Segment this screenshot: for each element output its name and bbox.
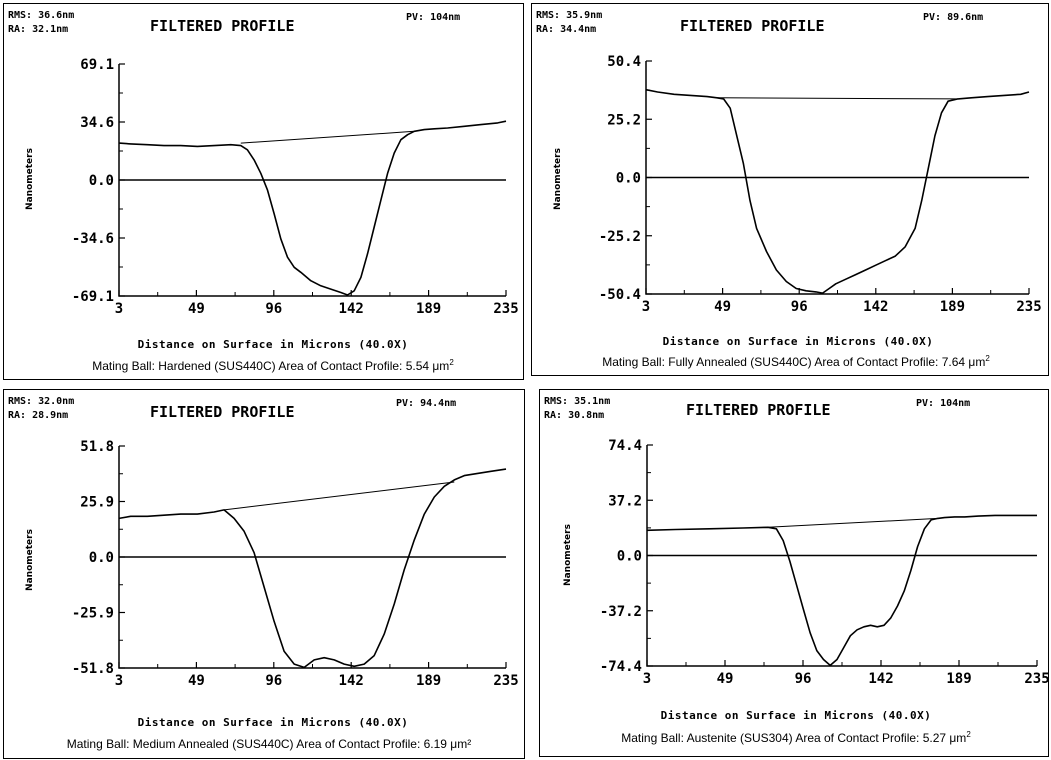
- chart-title: FILTERED PROFILE: [150, 17, 295, 35]
- chart-title: FILTERED PROFILE: [686, 401, 831, 419]
- x-tick-label: 96: [265, 301, 282, 317]
- profile-line: [119, 121, 506, 295]
- x-tick-label: 3: [643, 671, 651, 687]
- profile-panel-3: RMS: 32.0nm RA: 28.9nm FILTERED PROFILE …: [3, 389, 525, 759]
- x-tick-label: 142: [339, 673, 364, 689]
- profile-chart-1: RMS: 36.6nm RA: 32.1nm FILTERED PROFILE …: [4, 4, 525, 381]
- y-axis-label: Nanometers: [25, 529, 35, 591]
- ra-value: RA: 28.9nm: [8, 410, 68, 421]
- caption: Mating Ball: Hardened (SUS440C) Area of …: [92, 358, 454, 373]
- pv-value: PV: 89.6nm: [923, 12, 983, 23]
- y-tick-label: 25.2: [607, 112, 641, 128]
- y-axis-label: Nanometers: [563, 524, 573, 586]
- profile-panel-2: RMS: 35.9nm RA: 34.4nm FILTERED PROFILE …: [531, 3, 1049, 376]
- chart-title: FILTERED PROFILE: [150, 403, 295, 421]
- profile-line: [647, 515, 1037, 665]
- ra-value: RA: 30.8nm: [544, 410, 604, 421]
- x-axis-label: Distance on Surface in Microns (40.0X): [661, 709, 932, 722]
- y-tick-label: -69.1: [72, 289, 114, 305]
- y-tick-label: -74.4: [600, 659, 642, 675]
- y-axis-label: Nanometers: [553, 148, 563, 210]
- x-tick-label: 3: [115, 673, 123, 689]
- y-tick-label: 0.0: [89, 550, 114, 566]
- x-axis-label: Distance on Surface in Microns (40.0X): [138, 716, 409, 729]
- x-tick-label: 49: [717, 671, 734, 687]
- caption: Mating Ball: Austenite (SUS304) Area of …: [621, 730, 971, 745]
- x-axis-label: Distance on Surface in Microns (40.0X): [663, 335, 934, 348]
- caption: Mating Ball: Fully Annealed (SUS440C) Ar…: [602, 354, 990, 369]
- caption: Mating Ball: Medium Annealed (SUS440C) A…: [67, 737, 471, 751]
- y-axis-label: Nanometers: [25, 148, 35, 210]
- ra-value: RA: 34.4nm: [536, 24, 596, 35]
- x-tick-label: 189: [946, 671, 971, 687]
- x-tick-label: 235: [1016, 299, 1041, 315]
- profile-panel-4: RMS: 35.1nm RA: 30.8nm FILTERED PROFILE …: [539, 389, 1049, 757]
- y-tick-label: -50.4: [599, 287, 641, 303]
- y-tick-label: -25.2: [599, 229, 641, 245]
- x-tick-label: 3: [642, 299, 650, 315]
- rms-value: RMS: 35.9nm: [536, 10, 602, 21]
- y-tick-label: 51.8: [80, 439, 114, 455]
- pv-value: PV: 104nm: [406, 12, 460, 23]
- x-tick-label: 189: [416, 673, 441, 689]
- profile-chart-4: RMS: 35.1nm RA: 30.8nm FILTERED PROFILE …: [540, 390, 1050, 758]
- profile-chart-3: RMS: 32.0nm RA: 28.9nm FILTERED PROFILE …: [4, 390, 526, 760]
- x-tick-label: 142: [863, 299, 888, 315]
- x-tick-label: 49: [714, 299, 731, 315]
- x-tick-label: 189: [416, 301, 441, 317]
- y-tick-label: 25.9: [80, 495, 114, 511]
- y-tick-label: -25.9: [72, 606, 114, 622]
- profile-line: [646, 90, 1029, 293]
- x-tick-label: 49: [188, 301, 205, 317]
- x-tick-label: 96: [265, 673, 282, 689]
- plot-area: 50.4 25.2 0.0 -25.2 -50.43 49 96 142 189 235: [599, 54, 1042, 315]
- profile-panel-1: RMS: 36.6nm RA: 32.1nm FILTERED PROFILE …: [3, 3, 524, 380]
- rms-value: RMS: 35.1nm: [544, 396, 610, 407]
- profile-chart-2: RMS: 35.9nm RA: 34.4nm FILTERED PROFILE …: [532, 4, 1050, 377]
- plot-area: 74.4 37.2 0.0 -37.2 -74.43 49 96 142 189 235: [600, 438, 1050, 687]
- reference-line: [224, 482, 454, 510]
- y-tick-label: 74.4: [608, 438, 642, 454]
- x-tick-label: 235: [493, 301, 518, 317]
- y-tick-label: 50.4: [607, 54, 641, 70]
- y-tick-label: 0.0: [617, 549, 642, 565]
- ra-value: RA: 32.1nm: [8, 24, 68, 35]
- x-tick-label: 189: [940, 299, 965, 315]
- x-tick-label: 235: [493, 673, 518, 689]
- chart-title: FILTERED PROFILE: [680, 17, 825, 35]
- reference-line: [768, 518, 938, 527]
- y-tick-label: -34.6: [72, 231, 114, 247]
- pv-value: PV: 94.4nm: [396, 398, 456, 409]
- rms-value: RMS: 36.6nm: [8, 10, 74, 21]
- rms-value: RMS: 32.0nm: [8, 396, 74, 407]
- y-tick-label: 37.2: [608, 493, 642, 509]
- plot-area: 69.1 34.6 0.0 -34.6 -69.13 49 96 142 189 235: [72, 57, 519, 317]
- x-tick-label: 96: [791, 299, 808, 315]
- reference-line: [717, 98, 958, 99]
- y-tick-label: 0.0: [89, 173, 114, 189]
- reference-line: [241, 131, 414, 143]
- y-tick-label: 34.6: [80, 115, 114, 131]
- y-tick-label: -51.8: [72, 661, 114, 677]
- x-tick-label: 142: [339, 301, 364, 317]
- y-tick-label: -37.2: [600, 604, 642, 620]
- y-tick-label: 0.0: [616, 171, 641, 187]
- pv-value: PV: 104nm: [916, 398, 970, 409]
- x-tick-label: 235: [1024, 671, 1049, 687]
- x-tick-label: 3: [115, 301, 123, 317]
- x-tick-label: 96: [795, 671, 812, 687]
- y-tick-label: 69.1: [80, 57, 114, 73]
- x-tick-label: 49: [188, 673, 205, 689]
- x-tick-label: 142: [868, 671, 893, 687]
- plot-area: 51.8 25.9 0.0 -25.9 -51.83 49 96 142 189 235: [72, 439, 519, 689]
- x-axis-label: Distance on Surface in Microns (40.0X): [138, 338, 409, 351]
